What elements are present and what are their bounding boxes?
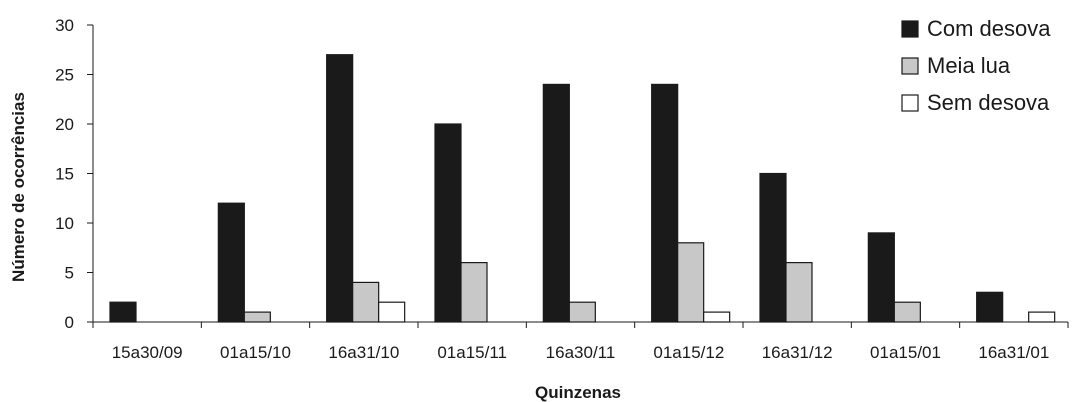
legend-label: Sem desova: [927, 90, 1050, 115]
x-tick-label: 16a31/10: [328, 343, 399, 362]
bar-com-desova: [217, 202, 245, 323]
x-tick-label: 01a15/10: [220, 343, 291, 362]
legend-swatch: [901, 20, 919, 38]
bar-meia-lua: [568, 301, 596, 323]
y-tick-label: 20: [55, 115, 74, 134]
legend-label: Meia lua: [927, 53, 1011, 78]
bar-com-desova: [434, 123, 462, 323]
y-ticks: 0 5 10 15 20 25 30: [55, 16, 93, 332]
x-tick-label: 15a30/09: [112, 343, 183, 362]
bar-sem-desova: [703, 311, 731, 323]
x-tick-label: 01a15/12: [653, 343, 724, 362]
legend-label: Com desova: [927, 16, 1051, 41]
y-axis-title: Número de ocorrências: [9, 92, 28, 282]
bar-meia-lua: [785, 262, 813, 323]
bar-com-desova: [867, 232, 895, 323]
x-tick-label: 01a15/11: [437, 343, 507, 362]
legend-swatch: [901, 57, 919, 75]
bar-meia-lua: [243, 311, 271, 323]
x-tick-label: 01a15/01: [870, 343, 941, 362]
bar-meia-lua: [352, 281, 380, 323]
bar-sem-desova: [378, 301, 406, 323]
bar-meia-lua: [677, 242, 705, 323]
x-tick-label: 16a30/11: [546, 343, 616, 362]
x-tick-label: 16a31/01: [978, 343, 1049, 362]
y-tick-label: 15: [55, 165, 74, 184]
bar-com-desova: [759, 172, 787, 323]
bar-meia-lua: [893, 301, 921, 323]
bars: [109, 54, 1056, 323]
legend-swatch: [901, 94, 919, 112]
legend: Com desova Meia lua Sem desova: [901, 16, 1051, 115]
bar-com-desova: [542, 83, 570, 323]
bar-com-desova: [976, 291, 1004, 323]
y-tick-label: 0: [65, 313, 74, 332]
x-tick-label: 16a31/12: [762, 343, 833, 362]
y-tick-label: 30: [55, 16, 74, 35]
y-tick-label: 5: [65, 264, 74, 283]
y-tick-label: 10: [55, 214, 74, 233]
bar-sem-desova: [1028, 311, 1056, 323]
bar-com-desova: [109, 301, 137, 323]
y-tick-label: 25: [55, 66, 74, 85]
x-axis-title: Quinzenas: [535, 383, 621, 402]
bar-com-desova: [326, 54, 354, 323]
bar-meia-lua: [460, 262, 488, 323]
bar-com-desova: [651, 83, 679, 323]
x-ticks: 15a30/09 01a15/10 16a31/10 01a15/11 16a30/11…: [92, 322, 1069, 362]
